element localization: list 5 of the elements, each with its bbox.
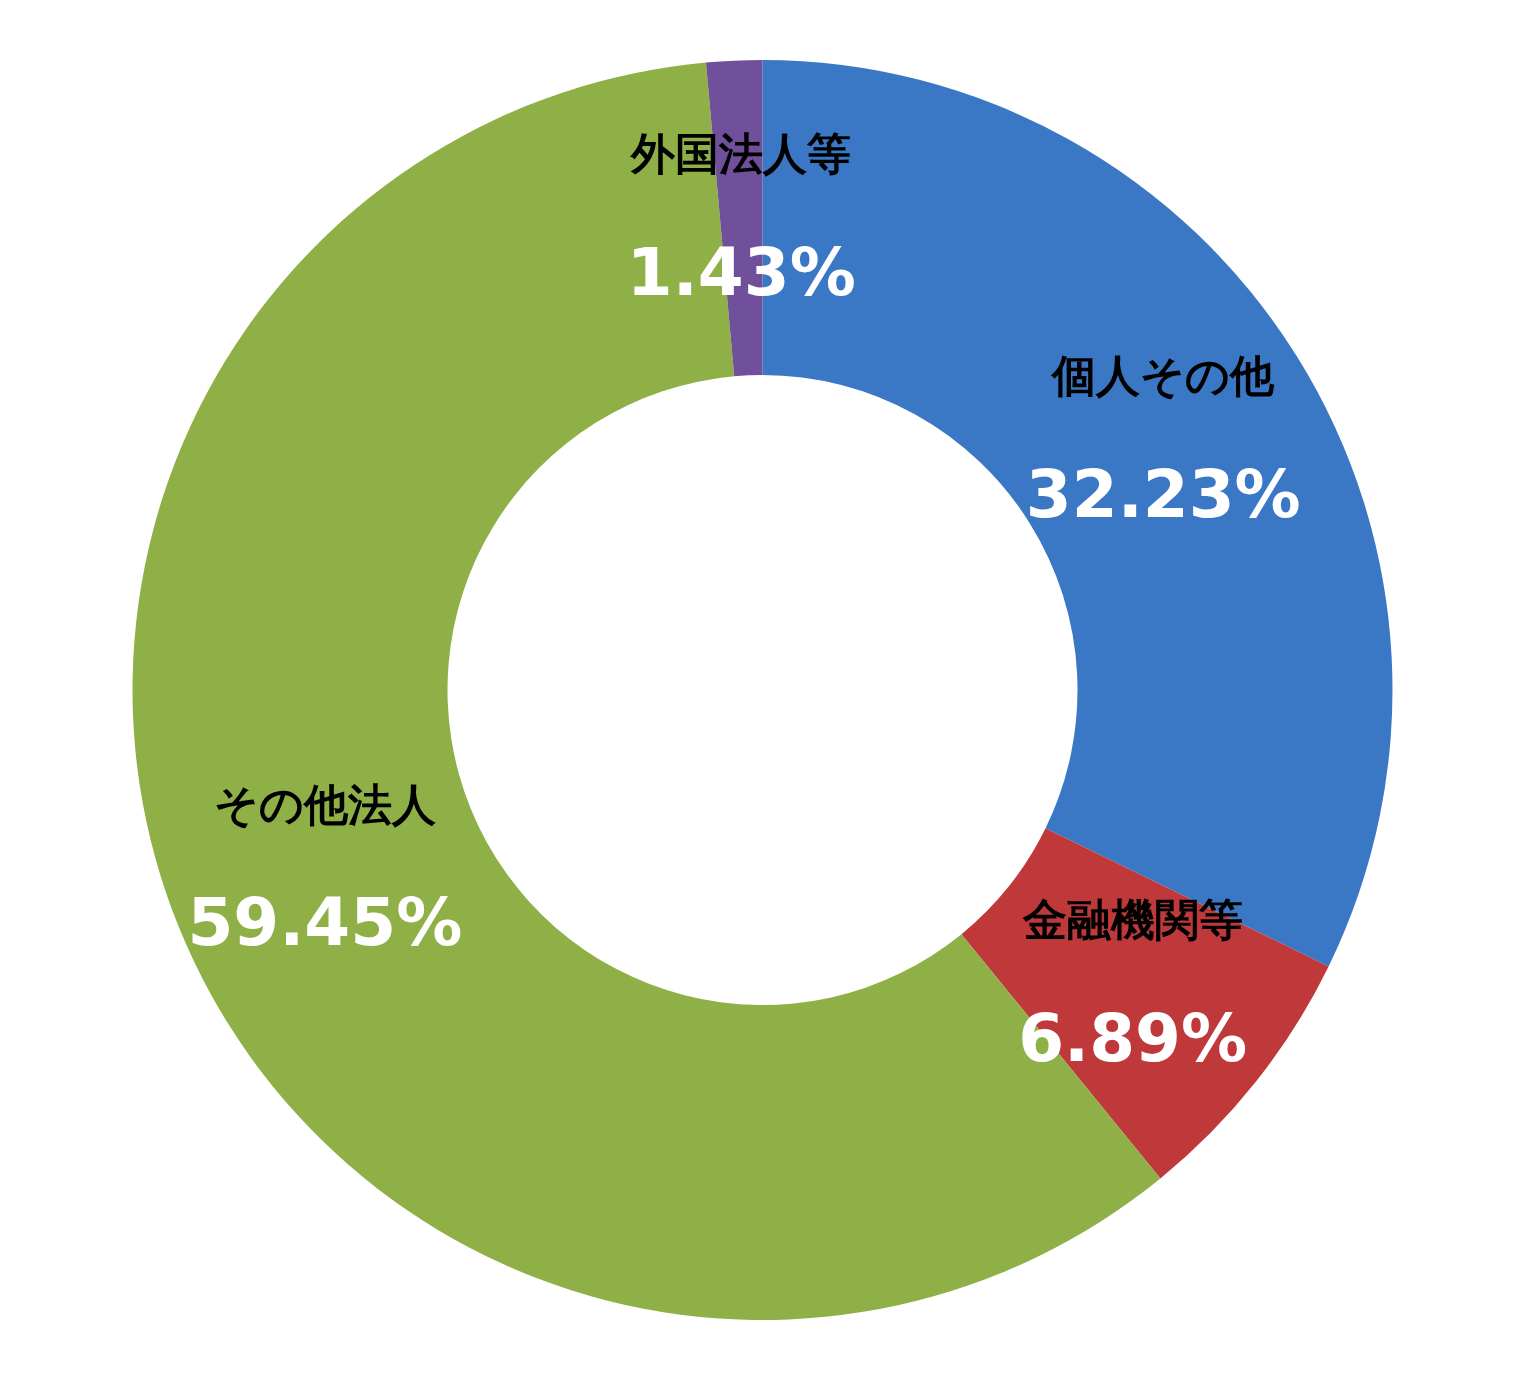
data-label: 32.23% — [1025, 455, 1301, 533]
slice-label: 外国法人等 — [629, 128, 852, 180]
data-label: 59.45% — [187, 884, 463, 962]
slice-label: 個人その他 — [1050, 350, 1276, 402]
slice-label: その他法人 — [213, 778, 436, 830]
